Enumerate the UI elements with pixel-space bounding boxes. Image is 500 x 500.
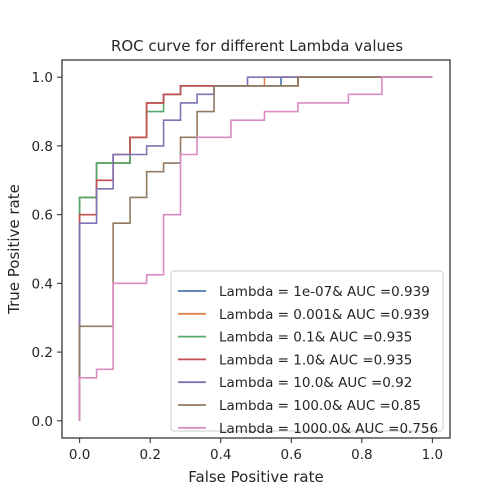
x-tick-label: 0.8 xyxy=(351,447,372,463)
legend-box xyxy=(170,270,444,432)
x-tick-label: 0.6 xyxy=(281,447,302,463)
legend-entry: Lambda = 0.001& AUC =0.939 xyxy=(178,307,430,323)
legend-label: Lambda = 1e-07& AUC =0.939 xyxy=(219,284,430,300)
legend-label: Lambda = 1000.0& AUC =0.756 xyxy=(219,421,438,437)
legend: Lambda = 1e-07& AUC =0.939 Lambda = 0.001… xyxy=(170,270,444,437)
x-tick-label: 1.0 xyxy=(422,447,443,463)
legend-entry: Lambda = 1e-07& AUC =0.939 xyxy=(178,284,430,300)
legend-label: Lambda = 1.0& AUC =0.935 xyxy=(219,352,412,368)
series-line-6 xyxy=(78,76,433,421)
x-axis-label: False Positive rate xyxy=(188,468,323,486)
x-tick-label: 0.2 xyxy=(139,447,160,463)
y-tick-label: 1.0 xyxy=(32,70,53,86)
y-tick-label: 0.4 xyxy=(32,276,53,292)
x-tick-label: 0.4 xyxy=(210,447,231,463)
legend-label: Lambda = 100.0& AUC =0.85 xyxy=(219,398,421,414)
y-axis-label: True Positive rate xyxy=(5,184,23,315)
legend-entry: Lambda = 1000.0& AUC =0.756 xyxy=(178,421,438,437)
series-line-7 xyxy=(78,76,433,421)
axes-frame xyxy=(61,59,451,439)
chart-title: ROC curve for different Lambda values xyxy=(111,37,403,55)
legend-entry: Lambda = 0.1& AUC =0.935 xyxy=(178,330,412,346)
y-tick-label: 0.8 xyxy=(32,139,53,155)
y-tick-label: 0.2 xyxy=(32,345,53,361)
legend-entry: Lambda = 1.0& AUC =0.935 xyxy=(178,352,412,368)
y-tick-label: 0.0 xyxy=(32,414,53,430)
ticks-layer: 0.0 0.2 0.4 0.6 0.8 1.0 0.0 0.2 0.4 0.6 0.8 1.0 xyxy=(32,70,444,463)
legend-label: Lambda = 10.0& AUC =0.92 xyxy=(219,375,412,391)
series-layer xyxy=(78,76,433,421)
legend-label: Lambda = 0.001& AUC =0.939 xyxy=(219,307,430,323)
legend-entry: Lambda = 10.0& AUC =0.92 xyxy=(178,375,412,391)
legend-label: Lambda = 0.1& AUC =0.935 xyxy=(219,330,412,346)
x-tick-label: 0.0 xyxy=(69,447,90,463)
legend-entry: Lambda = 100.0& AUC =0.85 xyxy=(178,398,421,414)
y-tick-label: 0.6 xyxy=(32,208,53,224)
